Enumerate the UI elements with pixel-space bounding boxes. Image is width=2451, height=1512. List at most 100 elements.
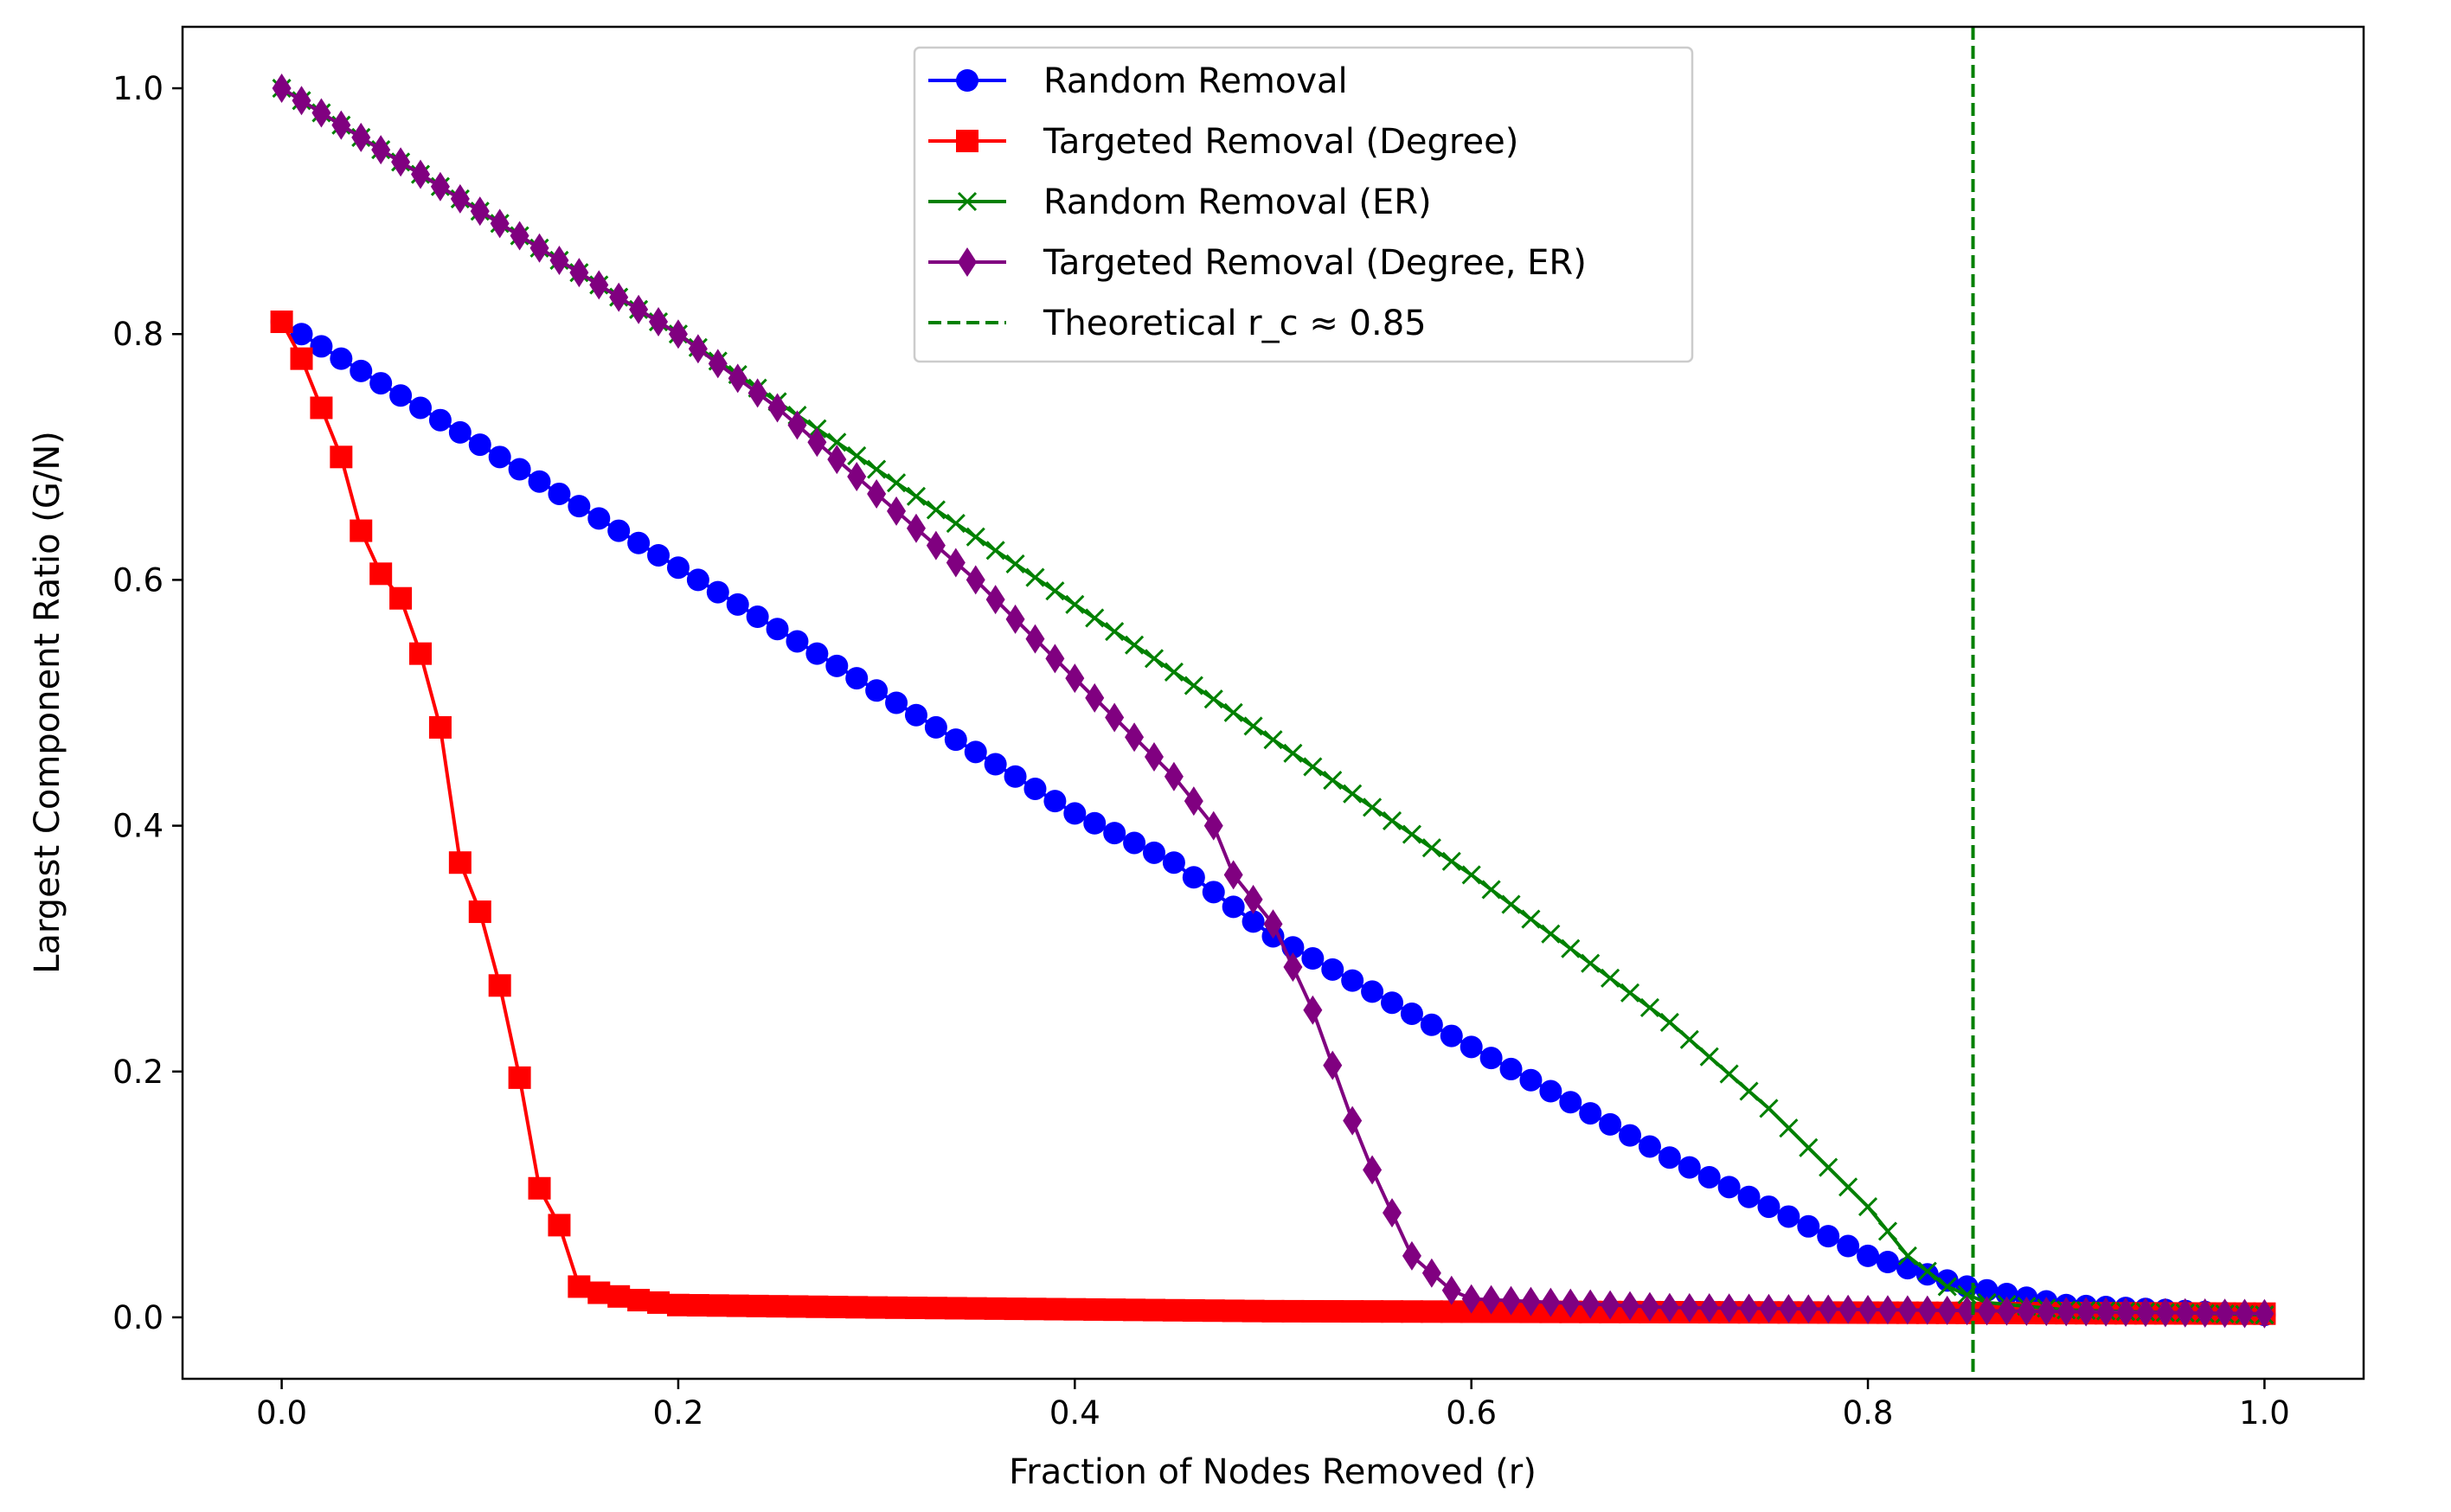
data-point [1184, 676, 1203, 695]
data-point [766, 618, 789, 641]
data-point [1499, 1057, 1523, 1080]
legend-entry: Targeted Removal (Degree) [928, 122, 1518, 162]
data-point [1144, 742, 1164, 772]
data-point [787, 410, 807, 440]
data-point [1937, 1295, 1957, 1325]
data-point [1381, 1300, 1404, 1323]
data-point [2076, 1297, 2096, 1327]
data-point [1023, 1297, 1047, 1321]
data-point [1323, 1050, 1343, 1080]
data-point [706, 1294, 729, 1317]
data-point [1519, 1068, 1543, 1092]
data-point [1402, 1240, 1421, 1271]
data-point [1719, 1293, 1739, 1323]
x-tick-label: 0.8 [1843, 1394, 1894, 1432]
data-point [1479, 1047, 1503, 1070]
data-point [1838, 1294, 1858, 1324]
data-point [964, 1297, 987, 1320]
data-point [1301, 947, 1325, 971]
data-point [1361, 980, 1384, 1003]
data-point [1997, 1296, 2017, 1326]
data-point [331, 110, 351, 140]
data-point [1658, 1146, 1681, 1169]
data-point [1343, 784, 1363, 804]
data-point [609, 282, 629, 312]
data-point [587, 1281, 611, 1304]
data-point [2017, 1296, 2037, 1326]
data-point [272, 74, 292, 104]
data-point [1977, 1296, 1997, 1326]
data-point [310, 396, 333, 420]
data-point [549, 245, 569, 275]
data-point [1023, 777, 1047, 800]
data-point [904, 1297, 927, 1320]
y-axis-label: Largest Component Ratio (G/N) [28, 431, 67, 974]
series-layer [270, 74, 2276, 1329]
data-point [887, 496, 907, 526]
data-point [1461, 1284, 1481, 1314]
data-point [1521, 909, 1541, 929]
data-point [1363, 798, 1383, 817]
data-point [389, 586, 413, 610]
data-point [1779, 1294, 1799, 1324]
data-point [1759, 1293, 1779, 1323]
data-point [827, 445, 847, 475]
data-point [1639, 1291, 1659, 1322]
data-point [1063, 1297, 1087, 1321]
data-point [1937, 1277, 1957, 1297]
data-point [587, 507, 611, 530]
legend-entry: Theoretical r_c ≈ 0.85 [928, 304, 1427, 343]
data-point [371, 135, 391, 165]
data-point [1917, 1295, 1937, 1325]
data-point [1400, 1002, 1423, 1025]
data-point [985, 541, 1005, 561]
data-point [1125, 635, 1145, 655]
data-point [1897, 1246, 1917, 1265]
data-point [726, 593, 749, 616]
data-point [1085, 682, 1105, 713]
data-point [1123, 1298, 1146, 1322]
data-point [448, 851, 472, 875]
data-point [290, 323, 313, 346]
legend-entry: Random Removal (ER) [928, 183, 1432, 222]
data-point [1599, 1112, 1622, 1136]
data-point [1125, 722, 1145, 753]
data-point [568, 1275, 591, 1298]
data-point [1162, 851, 1185, 875]
data-point [1697, 1165, 1721, 1188]
x-axis-label: Fraction of Nodes Removed (r) [1009, 1452, 1537, 1492]
legend-marker [957, 191, 978, 212]
data-point [1182, 1298, 1205, 1322]
data-point [1876, 1251, 1899, 1274]
data-point [1283, 743, 1303, 763]
data-point [1559, 1091, 1582, 1114]
data-point [1103, 1298, 1126, 1322]
data-point [1283, 951, 1303, 982]
data-point [627, 1289, 651, 1312]
data-point [569, 258, 589, 288]
data-point [1005, 554, 1025, 573]
data-point [984, 1297, 1007, 1320]
data-point [1799, 1294, 1819, 1324]
data-point [1402, 824, 1421, 844]
data-point [726, 1294, 749, 1317]
data-point [1935, 1269, 1959, 1292]
data-point [1242, 910, 1265, 933]
data-point [1797, 1214, 1820, 1238]
data-point [1004, 1297, 1027, 1321]
data-point [1659, 1012, 1679, 1033]
data-point [1619, 1124, 1642, 1147]
data-point [448, 420, 472, 444]
x-tick-label: 0.0 [256, 1394, 307, 1432]
data-point [845, 667, 869, 690]
data-point [311, 98, 331, 128]
data-point [330, 347, 353, 370]
data-point [1601, 1290, 1620, 1320]
data-point [1699, 1047, 1719, 1067]
data-point [1263, 909, 1283, 939]
data-point [1719, 1064, 1739, 1084]
data-point [786, 630, 809, 653]
data-point [1381, 991, 1404, 1015]
data-point [470, 196, 490, 227]
